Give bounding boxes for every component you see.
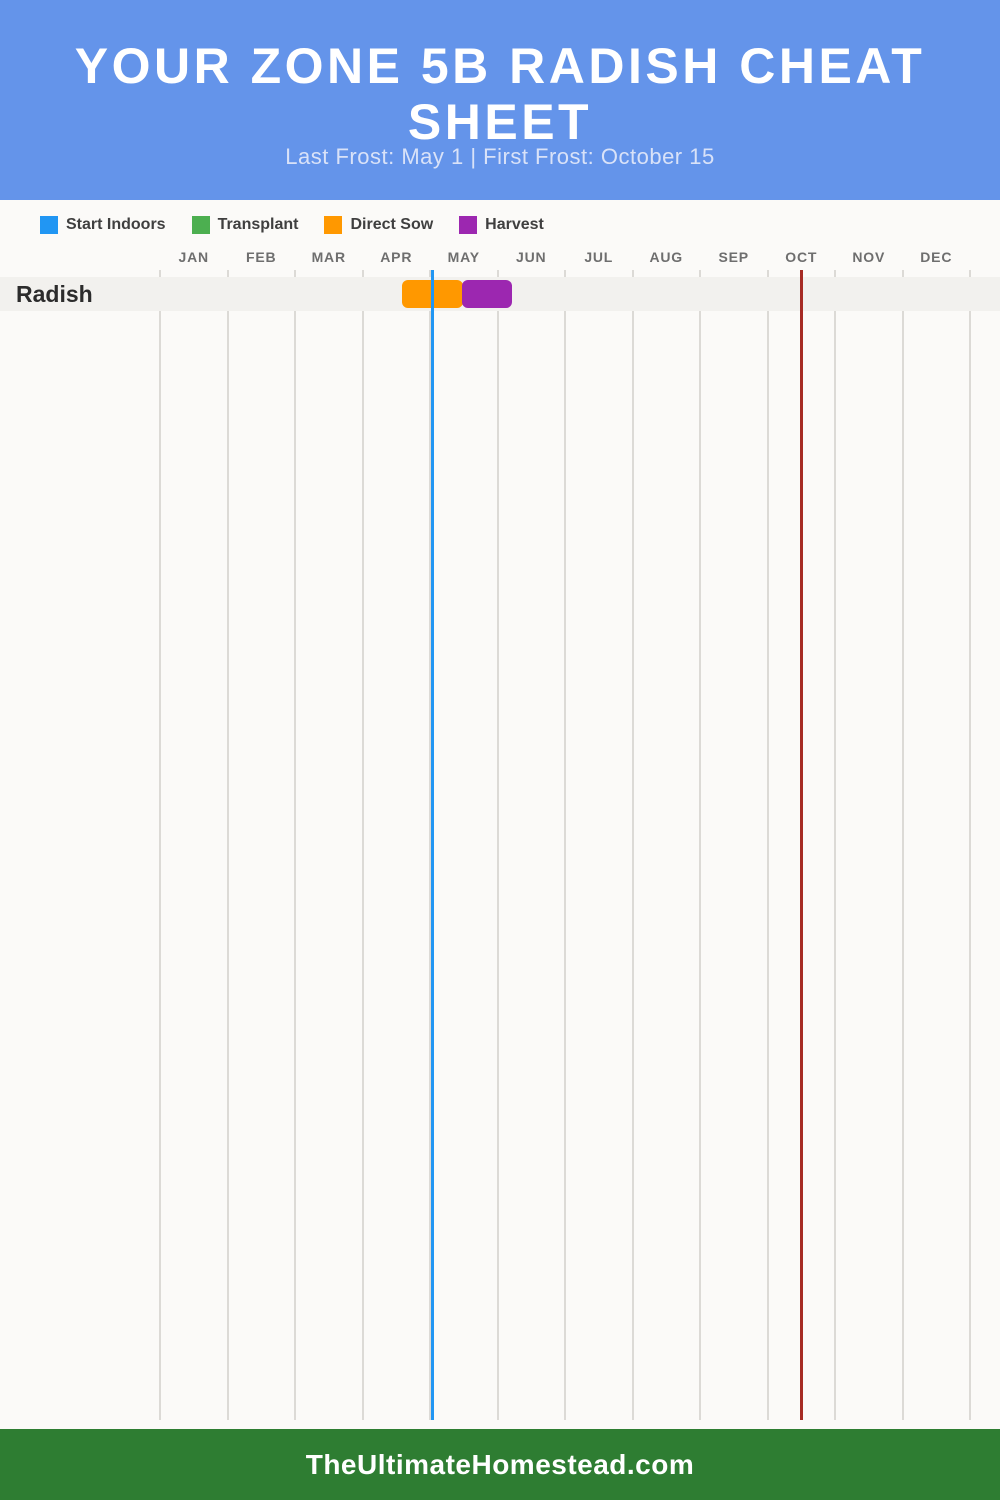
page-title: YOUR ZONE 5B RADISH CHEAT SHEET	[0, 0, 1000, 150]
gridline-month-2	[294, 270, 296, 1420]
legend-item-direct-sow: Direct Sow	[324, 216, 433, 234]
month-label-may: MAY	[447, 249, 480, 265]
crop-label-radish: Radish	[16, 281, 93, 307]
gridline-month-7	[631, 270, 634, 1420]
gridline-month-0	[159, 270, 161, 1420]
month-label-sep: SEP	[718, 249, 749, 265]
legend-label-transplant: Transplant	[217, 216, 299, 233]
gridline-month-10	[834, 270, 836, 1420]
legend-item-start-indoors: Start Indoors	[40, 216, 166, 234]
legend-swatch-start-indoors	[40, 216, 58, 234]
legend: Start Indoors Transplant Direct Sow Harvest	[40, 216, 544, 234]
gridline-month-12	[969, 270, 971, 1420]
gridline-month-9	[766, 270, 769, 1420]
legend-swatch-harvest	[459, 216, 478, 234]
month-label-mar: MAR	[311, 249, 346, 265]
header-banner: YOUR ZONE 5B RADISH CHEAT SHEET Last Fro…	[0, 0, 1000, 200]
gridline-month-6	[564, 270, 566, 1420]
bar-harvest	[462, 280, 512, 308]
legend-item-transplant: Transplant	[191, 216, 299, 234]
gridline-month-1	[226, 270, 229, 1420]
legend-label-harvest: Harvest	[485, 216, 544, 233]
legend-label-start-indoors: Start Indoors	[66, 216, 166, 233]
month-label-jan: JAN	[178, 249, 209, 265]
title-line-1: YOUR ZONE 5B RADISH CHEAT	[74, 38, 926, 94]
month-label-jun: JUN	[516, 249, 547, 265]
month-label-aug: AUG	[649, 249, 683, 265]
gridline-month-5	[496, 270, 499, 1420]
title-line-2: SHEET	[407, 94, 593, 150]
gridline-month-11	[901, 270, 904, 1420]
gridline-month-8	[699, 270, 701, 1420]
month-label-nov: NOV	[852, 249, 886, 265]
legend-item-harvest: Harvest	[459, 216, 544, 234]
month-label-dec: DEC	[920, 249, 953, 265]
legend-swatch-direct-sow	[324, 216, 343, 234]
first-frost-line	[800, 270, 804, 1420]
frost-dates-subtitle: Last Frost: May 1 | First Frost: October…	[285, 144, 715, 169]
legend-swatch-transplant	[191, 216, 210, 234]
website-url: TheUltimateHomestead.com	[305, 1449, 695, 1480]
footer-banner: TheUltimateHomestead.com	[0, 1429, 1000, 1500]
gridline-month-4	[429, 270, 431, 1420]
month-label-apr: APR	[380, 249, 413, 265]
month-label-feb: FEB	[246, 249, 277, 265]
last-frost-line	[431, 270, 435, 1420]
month-label-oct: OCT	[785, 249, 818, 265]
gridline-month-3	[361, 270, 364, 1420]
month-label-jul: JUL	[584, 249, 614, 265]
legend-label-direct-sow: Direct Sow	[350, 216, 434, 233]
